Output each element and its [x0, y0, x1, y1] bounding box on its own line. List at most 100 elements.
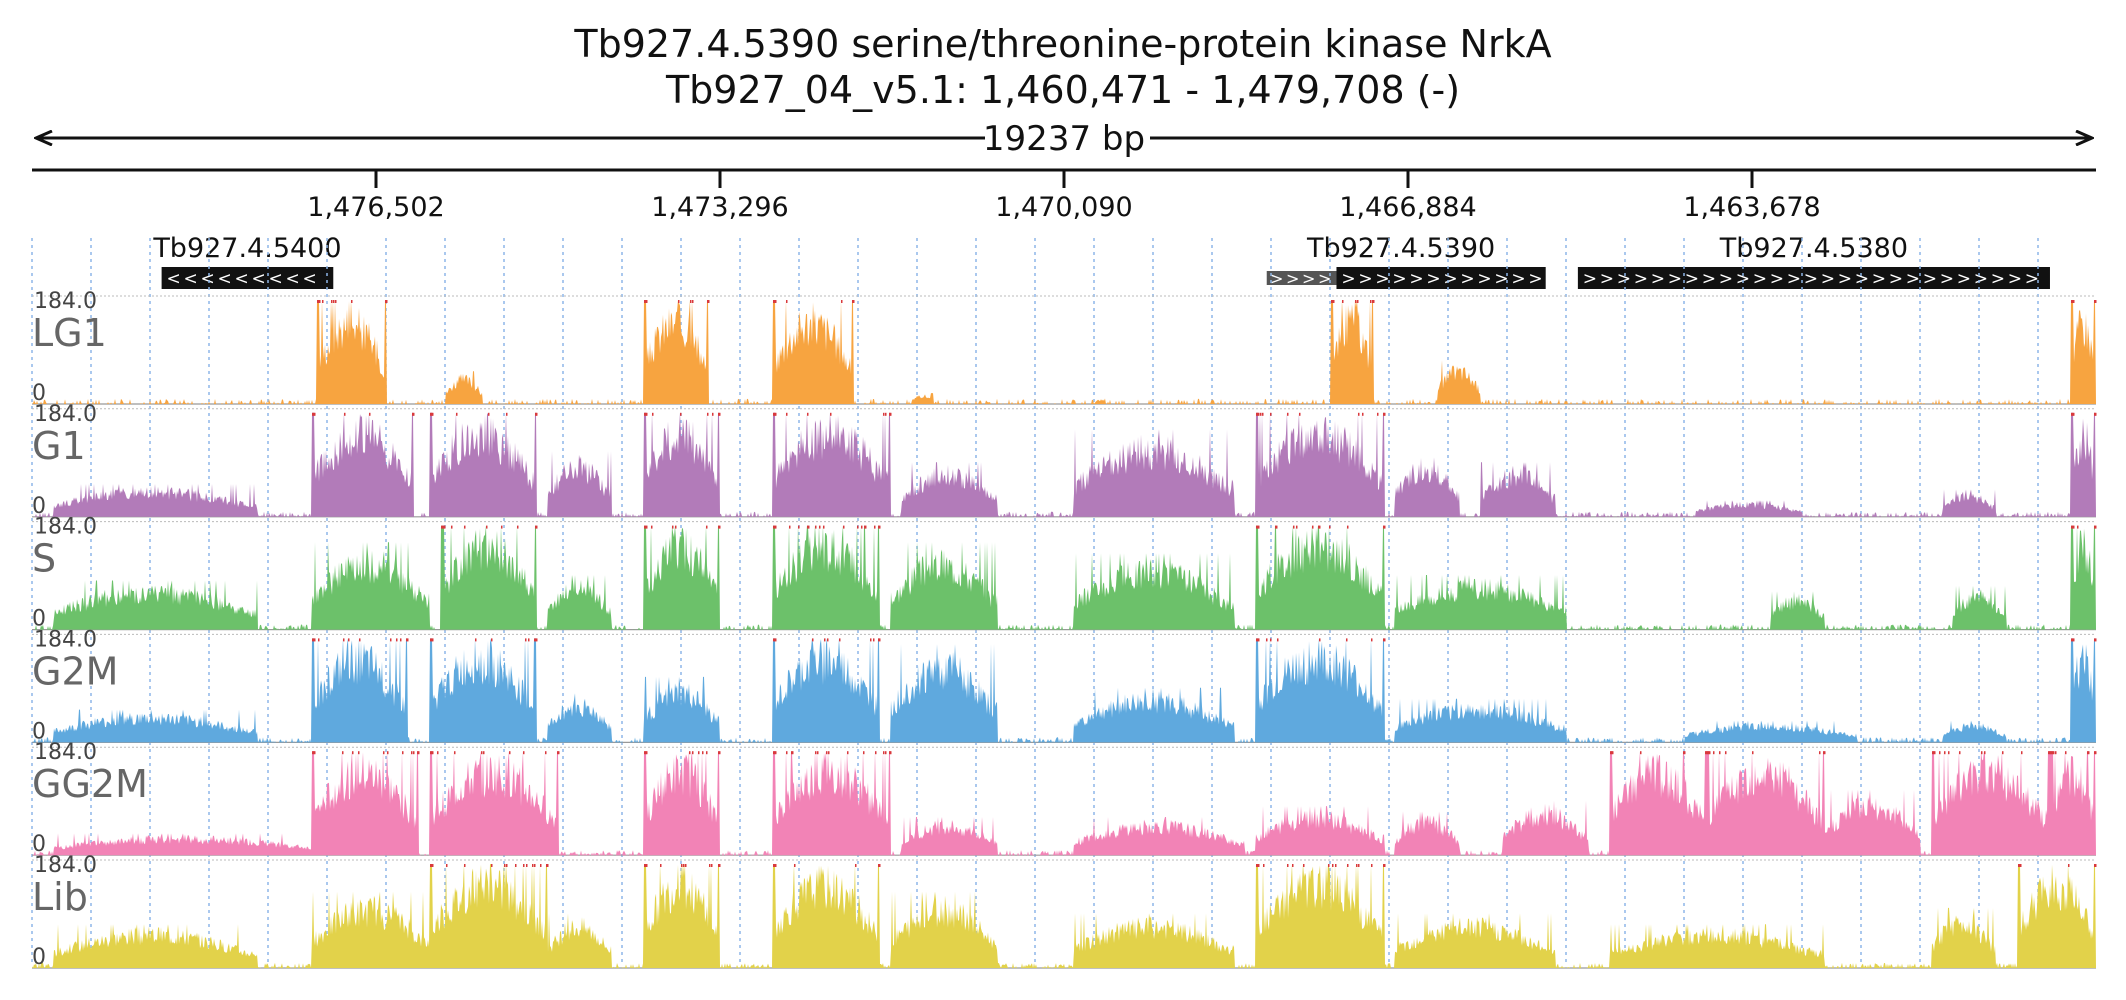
clip-marker [646, 412, 648, 416]
clip-marker [706, 525, 708, 529]
clip-marker [775, 864, 777, 867]
clip-marker [352, 751, 354, 755]
clip-marker [1707, 751, 1709, 755]
coverage-area-g2m [32, 638, 2096, 743]
clip-marker [2095, 300, 2097, 303]
clip-marker [775, 300, 777, 303]
coverage-area-lib [32, 864, 2096, 968]
clip-marker [645, 412, 647, 416]
clip-marker [523, 864, 525, 867]
clip-marker [692, 751, 694, 755]
clip-marker [1347, 525, 1349, 529]
clip-marker [314, 751, 316, 755]
clip-marker [773, 300, 775, 303]
clip-marker [2073, 525, 2075, 529]
clip-marker [534, 638, 536, 642]
clip-marker [823, 525, 825, 529]
clip-marker [883, 412, 885, 416]
clip-marker [411, 751, 413, 755]
clip-marker [815, 525, 817, 529]
clip-marker [528, 638, 530, 642]
clip-marker [2094, 412, 2096, 416]
clip-marker [1257, 412, 1259, 416]
gene-strand-arrow: > [1302, 269, 1315, 288]
span-indicator: 19237 bp [36, 119, 2092, 159]
gene-strand-arrow: < [302, 269, 316, 289]
clip-marker [2094, 638, 2096, 642]
clip-marker [645, 525, 647, 529]
clip-marker [318, 638, 320, 642]
coordinate-axis: 1,476,502 1,473,296 1,470,090 1,466,884 1,46… [32, 168, 2096, 223]
clip-marker [1319, 525, 1321, 529]
clip-marker [847, 751, 849, 755]
clip-marker [1332, 864, 1334, 867]
gene-strand-arrow: > [1974, 269, 1988, 289]
clip-marker [773, 864, 775, 867]
clip-marker [432, 412, 434, 416]
gene-strand-arrow: > [1668, 269, 1682, 289]
clip-marker [540, 864, 542, 867]
clip-marker [709, 864, 711, 867]
gene-utr-bar [1266, 271, 1337, 285]
clip-marker [412, 412, 414, 416]
clip-marker [534, 864, 536, 867]
clip-marker [385, 300, 387, 303]
clip-marker [791, 751, 793, 755]
clip-marker [789, 525, 791, 529]
clip-marker [1329, 525, 1331, 529]
clip-marker [331, 300, 333, 303]
gene-strand-arrow: > [1583, 269, 1597, 289]
clip-marker [852, 300, 854, 303]
clip-marker [451, 525, 453, 529]
clip-marker [660, 864, 662, 867]
clip-marker [798, 525, 800, 529]
clip-marker [883, 751, 885, 755]
clip-marker [645, 300, 647, 303]
clip-marker [446, 864, 448, 867]
clip-marker [786, 300, 788, 303]
clip-marker [1262, 412, 1264, 416]
gene-strand-arrow: > [1872, 269, 1886, 289]
gene-strand-arrow: < [166, 269, 180, 289]
clip-marker [486, 525, 488, 529]
clip-marker [707, 412, 709, 416]
clip-marker [644, 300, 646, 303]
clip-marker [431, 638, 433, 642]
clip-marker [879, 525, 881, 529]
clip-marker [343, 638, 345, 642]
clip-marker [774, 751, 776, 755]
clip-marker [1257, 525, 1259, 529]
clip-marker [2068, 864, 2070, 867]
clip-marker [1713, 751, 1715, 755]
gene-strand-arrow: > [1477, 269, 1491, 289]
axis-tick-label: 1,476,502 [307, 192, 444, 223]
gene-strand-arrow: > [1753, 269, 1767, 289]
gene-strand-arrow: > [1923, 269, 1937, 289]
clip-marker [2072, 412, 2074, 416]
clip-marker [2094, 751, 2096, 755]
clip-marker [645, 864, 647, 867]
clip-marker [718, 864, 720, 867]
clip-marker [879, 864, 881, 867]
clip-marker [855, 864, 857, 867]
clip-marker [442, 525, 444, 529]
clip-marker [313, 412, 315, 416]
clip-marker [475, 638, 477, 642]
clip-marker [890, 412, 892, 416]
clip-marker [853, 300, 855, 303]
clip-marker [546, 864, 548, 867]
axis-tick-label: 1,470,090 [995, 192, 1132, 223]
clip-marker [386, 300, 388, 303]
clip-marker [698, 751, 700, 755]
clip-marker [1371, 638, 1373, 642]
gene-strand-arrow: > [1426, 269, 1440, 289]
clip-marker [706, 751, 708, 755]
clip-marker [1358, 864, 1360, 867]
gene-strand-arrow: > [1318, 269, 1331, 288]
y-max-label: 184.0 [34, 740, 97, 765]
clip-marker [2002, 751, 2004, 755]
clip-marker [1752, 751, 1754, 755]
clip-marker [1331, 300, 1333, 303]
clip-marker [786, 751, 788, 755]
